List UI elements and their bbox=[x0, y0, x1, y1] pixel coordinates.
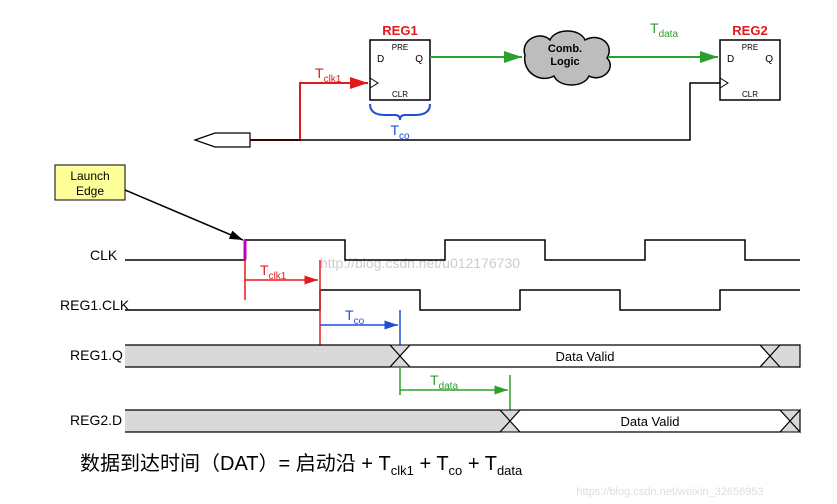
reg1clk-wave bbox=[125, 290, 800, 310]
reg2-label: REG2 bbox=[732, 23, 767, 38]
reg1-label: REG1 bbox=[382, 23, 417, 38]
wire-tclk1 bbox=[250, 83, 368, 140]
reg1q-band: Data Valid bbox=[125, 345, 800, 367]
launch-edge-arrow bbox=[125, 190, 243, 240]
launch-edge-box: Launch Edge bbox=[55, 165, 125, 200]
svg-text:Comb.: Comb. bbox=[548, 43, 582, 55]
svg-text:D: D bbox=[727, 54, 734, 65]
svg-text:PRE: PRE bbox=[742, 43, 758, 52]
reg2d-band: Data Valid bbox=[125, 410, 800, 432]
watermark: http://blog.csdn.net/u012176730 bbox=[320, 255, 520, 271]
tdata-label: Tdata bbox=[650, 20, 678, 40]
svg-text:Tdata: Tdata bbox=[430, 372, 458, 392]
svg-text:Tco: Tco bbox=[345, 307, 365, 327]
watermark2: https://blog.csdn.net/weixin_32656953 bbox=[576, 486, 763, 498]
svg-text:Tclk1: Tclk1 bbox=[260, 262, 287, 282]
row-reg1clk-label: REG1.CLK bbox=[60, 297, 130, 313]
svg-text:Q: Q bbox=[415, 54, 423, 65]
equation: 数据到达时间（DAT）= 启动沿 + Tclk1 + Tco + Tdata bbox=[80, 452, 523, 480]
svg-text:D: D bbox=[377, 54, 384, 65]
comb-logic-cloud: Comb. Logic bbox=[524, 31, 610, 85]
tco-label: Tco bbox=[390, 122, 410, 142]
svg-text:Launch: Launch bbox=[70, 169, 109, 183]
tco-brace bbox=[370, 104, 430, 120]
row-reg1q-label: REG1.Q bbox=[70, 347, 123, 363]
svg-text:CLR: CLR bbox=[742, 90, 758, 99]
svg-text:CLR: CLR bbox=[392, 90, 408, 99]
data-in-symbol bbox=[195, 133, 250, 147]
svg-text:Edge: Edge bbox=[76, 184, 104, 198]
svg-text:Q: Q bbox=[765, 54, 773, 65]
svg-text:Logic: Logic bbox=[550, 56, 579, 68]
row-clk-label: CLK bbox=[90, 247, 118, 263]
reg2: REG2 PRE D Q CLR bbox=[720, 23, 780, 100]
svg-text:PRE: PRE bbox=[392, 43, 408, 52]
svg-text:Data Valid: Data Valid bbox=[555, 349, 614, 364]
reg1: REG1 PRE D Q CLR bbox=[370, 23, 430, 100]
svg-text:Data Valid: Data Valid bbox=[620, 414, 679, 429]
wire-clk-reg2 bbox=[250, 83, 720, 140]
row-reg2d-label: REG2.D bbox=[70, 412, 122, 428]
